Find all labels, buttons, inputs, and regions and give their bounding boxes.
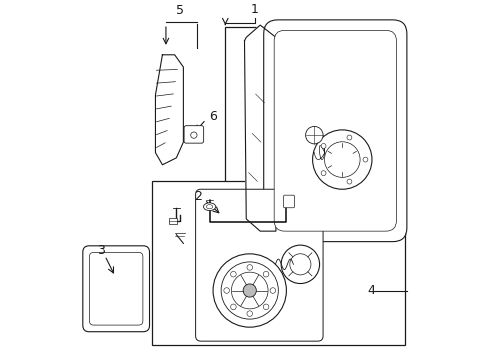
- Text: 2: 2: [194, 190, 202, 203]
- Text: 6: 6: [209, 110, 217, 123]
- Circle shape: [224, 288, 229, 293]
- Polygon shape: [155, 55, 183, 165]
- Circle shape: [321, 171, 325, 176]
- Circle shape: [230, 304, 236, 310]
- Text: 5: 5: [176, 4, 183, 17]
- Circle shape: [221, 262, 278, 319]
- Circle shape: [281, 245, 319, 284]
- Circle shape: [263, 271, 268, 277]
- Text: 1: 1: [250, 3, 258, 16]
- Circle shape: [246, 311, 252, 316]
- Bar: [225, 27, 405, 235]
- Circle shape: [305, 126, 323, 144]
- FancyBboxPatch shape: [183, 126, 203, 143]
- Ellipse shape: [206, 204, 212, 209]
- Circle shape: [346, 135, 351, 140]
- FancyBboxPatch shape: [263, 20, 406, 242]
- FancyBboxPatch shape: [195, 189, 323, 341]
- Circle shape: [289, 254, 310, 275]
- Circle shape: [263, 304, 268, 310]
- Ellipse shape: [203, 203, 215, 211]
- Circle shape: [346, 179, 351, 184]
- Circle shape: [246, 265, 252, 270]
- Circle shape: [243, 284, 256, 297]
- FancyBboxPatch shape: [82, 246, 149, 332]
- Circle shape: [324, 142, 359, 177]
- Text: 4: 4: [367, 284, 375, 297]
- Circle shape: [312, 130, 371, 189]
- Circle shape: [362, 157, 367, 162]
- Circle shape: [269, 288, 275, 293]
- FancyBboxPatch shape: [89, 252, 142, 325]
- Text: 3: 3: [97, 244, 104, 257]
- Circle shape: [213, 254, 286, 327]
- Circle shape: [230, 271, 236, 277]
- Bar: [169, 218, 177, 224]
- Polygon shape: [244, 25, 275, 231]
- Circle shape: [231, 272, 267, 309]
- Bar: [152, 180, 405, 345]
- FancyBboxPatch shape: [274, 30, 396, 231]
- Circle shape: [190, 132, 197, 138]
- FancyBboxPatch shape: [283, 195, 294, 208]
- Circle shape: [321, 144, 325, 148]
